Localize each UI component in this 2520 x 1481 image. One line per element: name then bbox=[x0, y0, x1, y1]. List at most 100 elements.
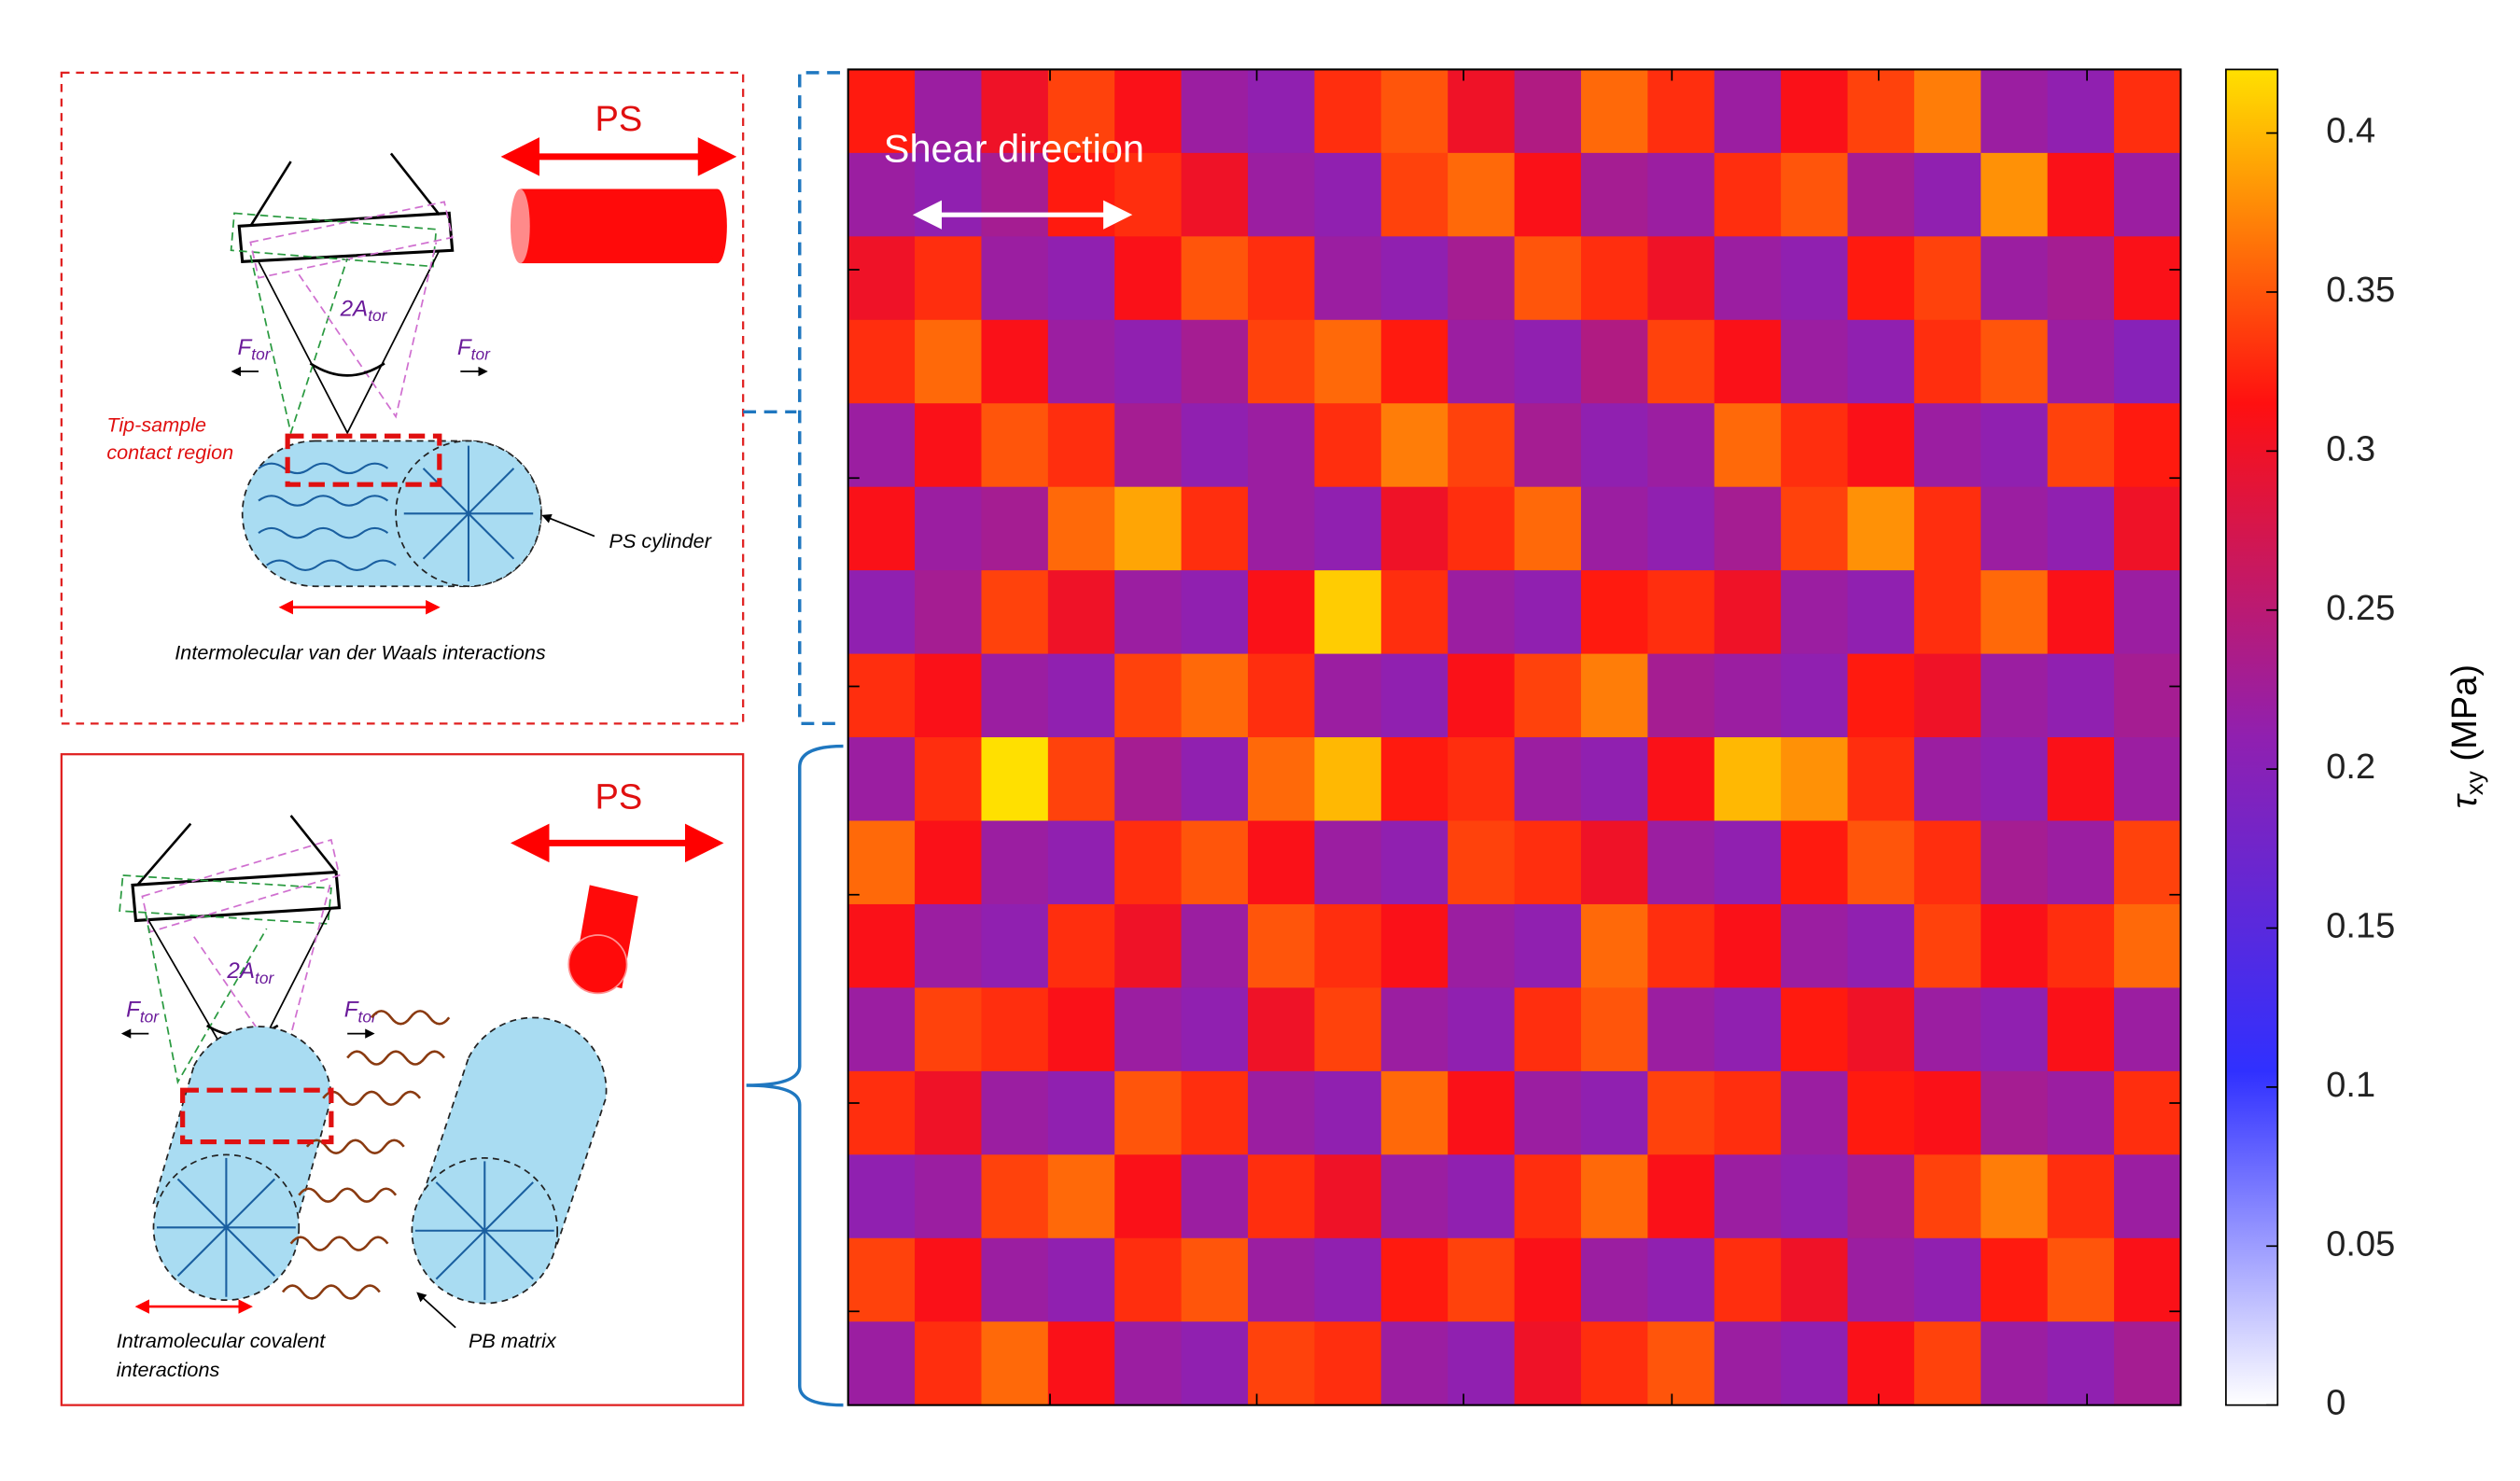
heat-cell bbox=[1714, 987, 1782, 1072]
annotation: Shear direction bbox=[884, 127, 1144, 171]
heat-cell bbox=[915, 69, 983, 154]
heat-cell bbox=[847, 403, 916, 488]
heat-cell bbox=[1114, 653, 1183, 738]
heat-cell bbox=[1913, 903, 1982, 989]
heat-cell bbox=[1114, 486, 1183, 571]
heat-cell bbox=[1448, 653, 1516, 738]
heat-cell bbox=[1314, 486, 1382, 571]
heat-cell bbox=[1448, 820, 1516, 905]
heat-cell bbox=[2047, 1154, 2115, 1239]
heat-cell bbox=[1514, 152, 1582, 238]
heat-cell bbox=[1514, 903, 1582, 989]
heat-cell bbox=[1181, 236, 1249, 321]
heat-cell bbox=[1181, 403, 1249, 488]
heat-cell bbox=[981, 236, 1049, 321]
heat-cell bbox=[915, 1070, 983, 1156]
heat-cell bbox=[1314, 987, 1382, 1072]
heat-cell bbox=[1714, 403, 1782, 488]
heat-cell bbox=[1380, 1154, 1449, 1239]
heat-cell bbox=[1981, 152, 2049, 238]
heat-cell bbox=[1114, 1154, 1183, 1239]
heat-cell bbox=[2114, 1321, 2182, 1406]
heat-cell bbox=[1647, 403, 1715, 488]
heat-cell bbox=[915, 737, 983, 822]
heat-cell bbox=[1913, 820, 1982, 905]
heat-cell bbox=[1248, 903, 1316, 989]
panel-top-part bbox=[230, 212, 438, 268]
heat-cell bbox=[847, 152, 916, 238]
heat-cell bbox=[1114, 1321, 1183, 1406]
panel-bottom-part bbox=[136, 822, 192, 887]
heat-cell bbox=[1047, 820, 1116, 905]
heat-cell bbox=[1314, 820, 1382, 905]
heat-cell bbox=[915, 820, 983, 905]
heat-cell bbox=[847, 1154, 916, 1239]
heat-cell bbox=[1514, 486, 1582, 571]
heat-cell bbox=[1781, 737, 1849, 822]
heat-cell bbox=[847, 69, 916, 154]
heat-cell bbox=[1448, 1154, 1516, 1239]
heat-cell bbox=[981, 820, 1049, 905]
heat-cell bbox=[1981, 1237, 2049, 1323]
panel-top-part-part: F bbox=[457, 335, 472, 360]
heat-cell bbox=[1714, 653, 1782, 738]
heat-cell bbox=[1047, 486, 1116, 571]
heat-cell bbox=[1647, 1070, 1715, 1156]
heat-cell bbox=[1580, 486, 1649, 571]
heat-cell bbox=[1248, 737, 1316, 822]
heatmap bbox=[847, 69, 2182, 1406]
heat-cell bbox=[1913, 319, 1982, 405]
heat-cell bbox=[1114, 820, 1183, 905]
heat-cell bbox=[1714, 903, 1782, 989]
heat-cell bbox=[1181, 1321, 1249, 1406]
heat-cell bbox=[1847, 737, 1915, 822]
plot-frame bbox=[847, 68, 2182, 1406]
heat-cell bbox=[847, 820, 916, 905]
heat-cell bbox=[1647, 236, 1715, 321]
heat-cell bbox=[1714, 1154, 1782, 1239]
heat-cell bbox=[1047, 903, 1116, 989]
heat-cell bbox=[2047, 1237, 2115, 1323]
heat-cell bbox=[1314, 236, 1382, 321]
heat-cell bbox=[1448, 1321, 1516, 1406]
heat-cell bbox=[1248, 486, 1316, 571]
heat-cell bbox=[1114, 737, 1183, 822]
heat-cell bbox=[981, 403, 1049, 488]
heat-cell bbox=[1047, 403, 1116, 488]
heat-cell bbox=[981, 903, 1049, 989]
heat-cell bbox=[2047, 69, 2115, 154]
colorbar-label-part: xy bbox=[2462, 771, 2488, 795]
heat-cell bbox=[1647, 1321, 1715, 1406]
heat-cell bbox=[1380, 987, 1449, 1072]
heat-cell bbox=[1981, 987, 2049, 1072]
panel-bottom-part-part bbox=[281, 1010, 451, 1300]
heat-cell bbox=[1781, 1237, 1849, 1323]
colorbar-axis: 0 0.05 0.1 0.15 0.2 0.25 0.3 0.35 0.4 bbox=[2266, 112, 2395, 1423]
panel-top-part: Tip-sample bbox=[106, 413, 206, 437]
panel-top-part bbox=[249, 201, 454, 279]
panel-bottom-part bbox=[281, 1010, 451, 1300]
heat-cell bbox=[1714, 1070, 1782, 1156]
heat-cell bbox=[1047, 69, 1116, 154]
axis-ticks-part bbox=[847, 69, 2181, 1405]
heat-cell bbox=[2114, 486, 2182, 571]
heat-cell bbox=[847, 1321, 916, 1406]
panel-top-part bbox=[285, 433, 442, 487]
heat-cell bbox=[1047, 1237, 1116, 1323]
heat-cell bbox=[1913, 987, 1982, 1072]
heat-cell bbox=[1580, 987, 1649, 1072]
heat-cell bbox=[1380, 1070, 1449, 1156]
heat-cell bbox=[847, 1237, 916, 1323]
panel-top: PS 2Ator Ftor Ftor Tip-sample contact re… bbox=[60, 71, 745, 725]
panel-top-part: PS bbox=[595, 100, 643, 139]
heat-cell bbox=[2047, 987, 2115, 1072]
heat-cell bbox=[1847, 570, 1915, 655]
heat-cell bbox=[2047, 570, 2115, 655]
heat-cell bbox=[1448, 903, 1516, 989]
heat-cell bbox=[1380, 570, 1449, 655]
panel-bottom-part bbox=[180, 1087, 334, 1145]
heat-cell bbox=[1248, 1321, 1316, 1406]
heat-cell bbox=[1248, 1154, 1316, 1239]
heat-cell bbox=[2047, 486, 2115, 571]
